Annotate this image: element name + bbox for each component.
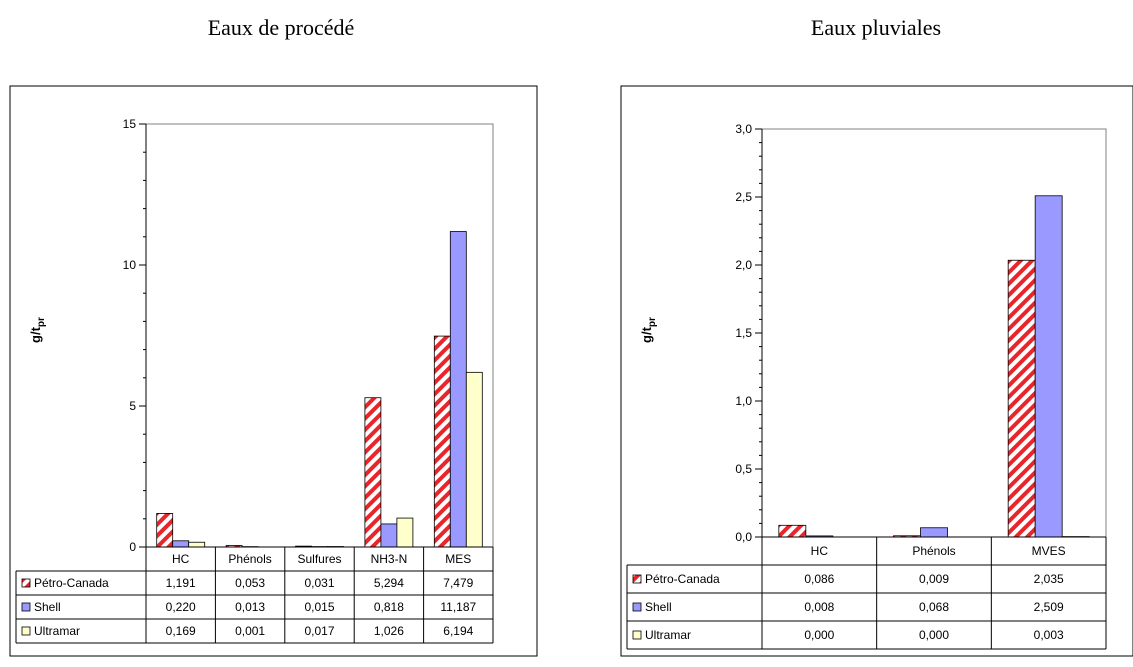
- data-label: 0,000: [804, 628, 834, 642]
- legend-swatch: [633, 575, 641, 583]
- legend-series-name: Shell: [645, 600, 672, 614]
- data-label: 7,479: [443, 576, 473, 590]
- data-label: 0,017: [304, 624, 334, 638]
- x-category-label: NH3-N: [371, 552, 408, 566]
- data-label: 0,031: [304, 576, 334, 590]
- bar-shell-hc: [173, 541, 189, 547]
- data-label: 0,013: [235, 600, 265, 614]
- x-category-label: MVES: [1032, 544, 1066, 558]
- data-label: 0,220: [166, 600, 196, 614]
- bar-p-tro-canada-nh3-n: [365, 398, 381, 547]
- y-axis-label-sub: pr: [36, 317, 47, 327]
- y-tick-label: 5: [129, 399, 136, 413]
- legend-series-name: Pétro-Canada: [34, 576, 109, 590]
- bar-p-tro-canada-mves: [1008, 260, 1035, 537]
- legend-swatch: [22, 603, 30, 611]
- bar-ultramar-mes: [466, 372, 482, 547]
- data-label: 0,008: [804, 600, 834, 614]
- data-label: 2,509: [1034, 600, 1064, 614]
- data-label: 0,000: [919, 628, 949, 642]
- data-label: 5,294: [374, 576, 404, 590]
- data-label: 0,086: [804, 572, 834, 586]
- legend-series-name: Ultramar: [34, 624, 80, 638]
- data-label: 0,169: [166, 624, 196, 638]
- bar-p-tro-canada-hc: [779, 525, 806, 537]
- x-category-label: HC: [811, 544, 829, 558]
- data-label: 0,015: [304, 600, 334, 614]
- legend-series-name: Ultramar: [645, 628, 691, 642]
- legend-series-name: Shell: [34, 600, 61, 614]
- chart-title: Eaux de procédé: [208, 15, 355, 40]
- y-tick-label: 1,5: [735, 326, 752, 340]
- y-axis-label-sub: pr: [647, 317, 658, 327]
- bar-shell-mes: [450, 232, 466, 547]
- y-axis-label-main: g/t: [28, 326, 43, 343]
- y-tick-label: 0: [129, 540, 136, 554]
- y-tick-label: 0,0: [735, 530, 752, 544]
- y-tick-label: 1,0: [735, 394, 752, 408]
- chart-title: Eaux pluviales: [811, 15, 941, 40]
- bar-shell-mves: [1035, 196, 1062, 537]
- y-tick-label: 3,0: [735, 122, 752, 136]
- data-label: 11,187: [440, 600, 476, 614]
- y-tick-label: 0,5: [735, 462, 752, 476]
- x-category-label: MES: [445, 552, 471, 566]
- data-label: 0,068: [919, 600, 949, 614]
- bar-ultramar-nh3-n: [397, 518, 413, 547]
- bar-p-tro-canada-mes: [434, 336, 450, 547]
- bar-p-tro-canada-hc: [157, 513, 173, 547]
- data-label: 0,001: [235, 624, 265, 638]
- x-category-label: HC: [172, 552, 190, 566]
- data-label: 2,035: [1034, 572, 1064, 586]
- y-tick-label: 2,0: [735, 258, 752, 272]
- data-label: 0,009: [919, 572, 949, 586]
- data-label: 1,026: [374, 624, 404, 638]
- data-label: 0,003: [1034, 628, 1064, 642]
- data-label: 0,053: [235, 576, 265, 590]
- y-axis-label-main: g/t: [639, 326, 654, 343]
- bar-shell-nh3-n: [381, 524, 397, 547]
- x-category-label: Sulfures: [297, 552, 341, 566]
- legend-swatch: [633, 603, 641, 611]
- y-tick-label: 10: [123, 258, 137, 272]
- bar-shell-ph-nols: [921, 528, 948, 537]
- data-label: 0,818: [374, 600, 404, 614]
- legend-swatch: [633, 631, 641, 639]
- process-water-chart: Eaux de procédé g/tpr 0 5 10 15 HC Phénols Sul…: [10, 15, 537, 656]
- rainwater-chart: Eaux pluviales g/tpr 0,0 0,5 1,0 1,5 2,0 2,5 3…: [621, 15, 1133, 656]
- y-tick-label: 2,5: [735, 190, 752, 204]
- y-tick-label: 15: [123, 117, 137, 131]
- data-label: 1,191: [166, 576, 196, 590]
- x-category-label: Phénols: [912, 544, 955, 558]
- data-label: 6,194: [443, 624, 473, 638]
- x-category-label: Phénols: [228, 552, 271, 566]
- bar-ultramar-hc: [189, 542, 205, 547]
- legend-series-name: Pétro-Canada: [645, 572, 720, 586]
- legend-swatch: [22, 627, 30, 635]
- legend-swatch: [22, 579, 30, 587]
